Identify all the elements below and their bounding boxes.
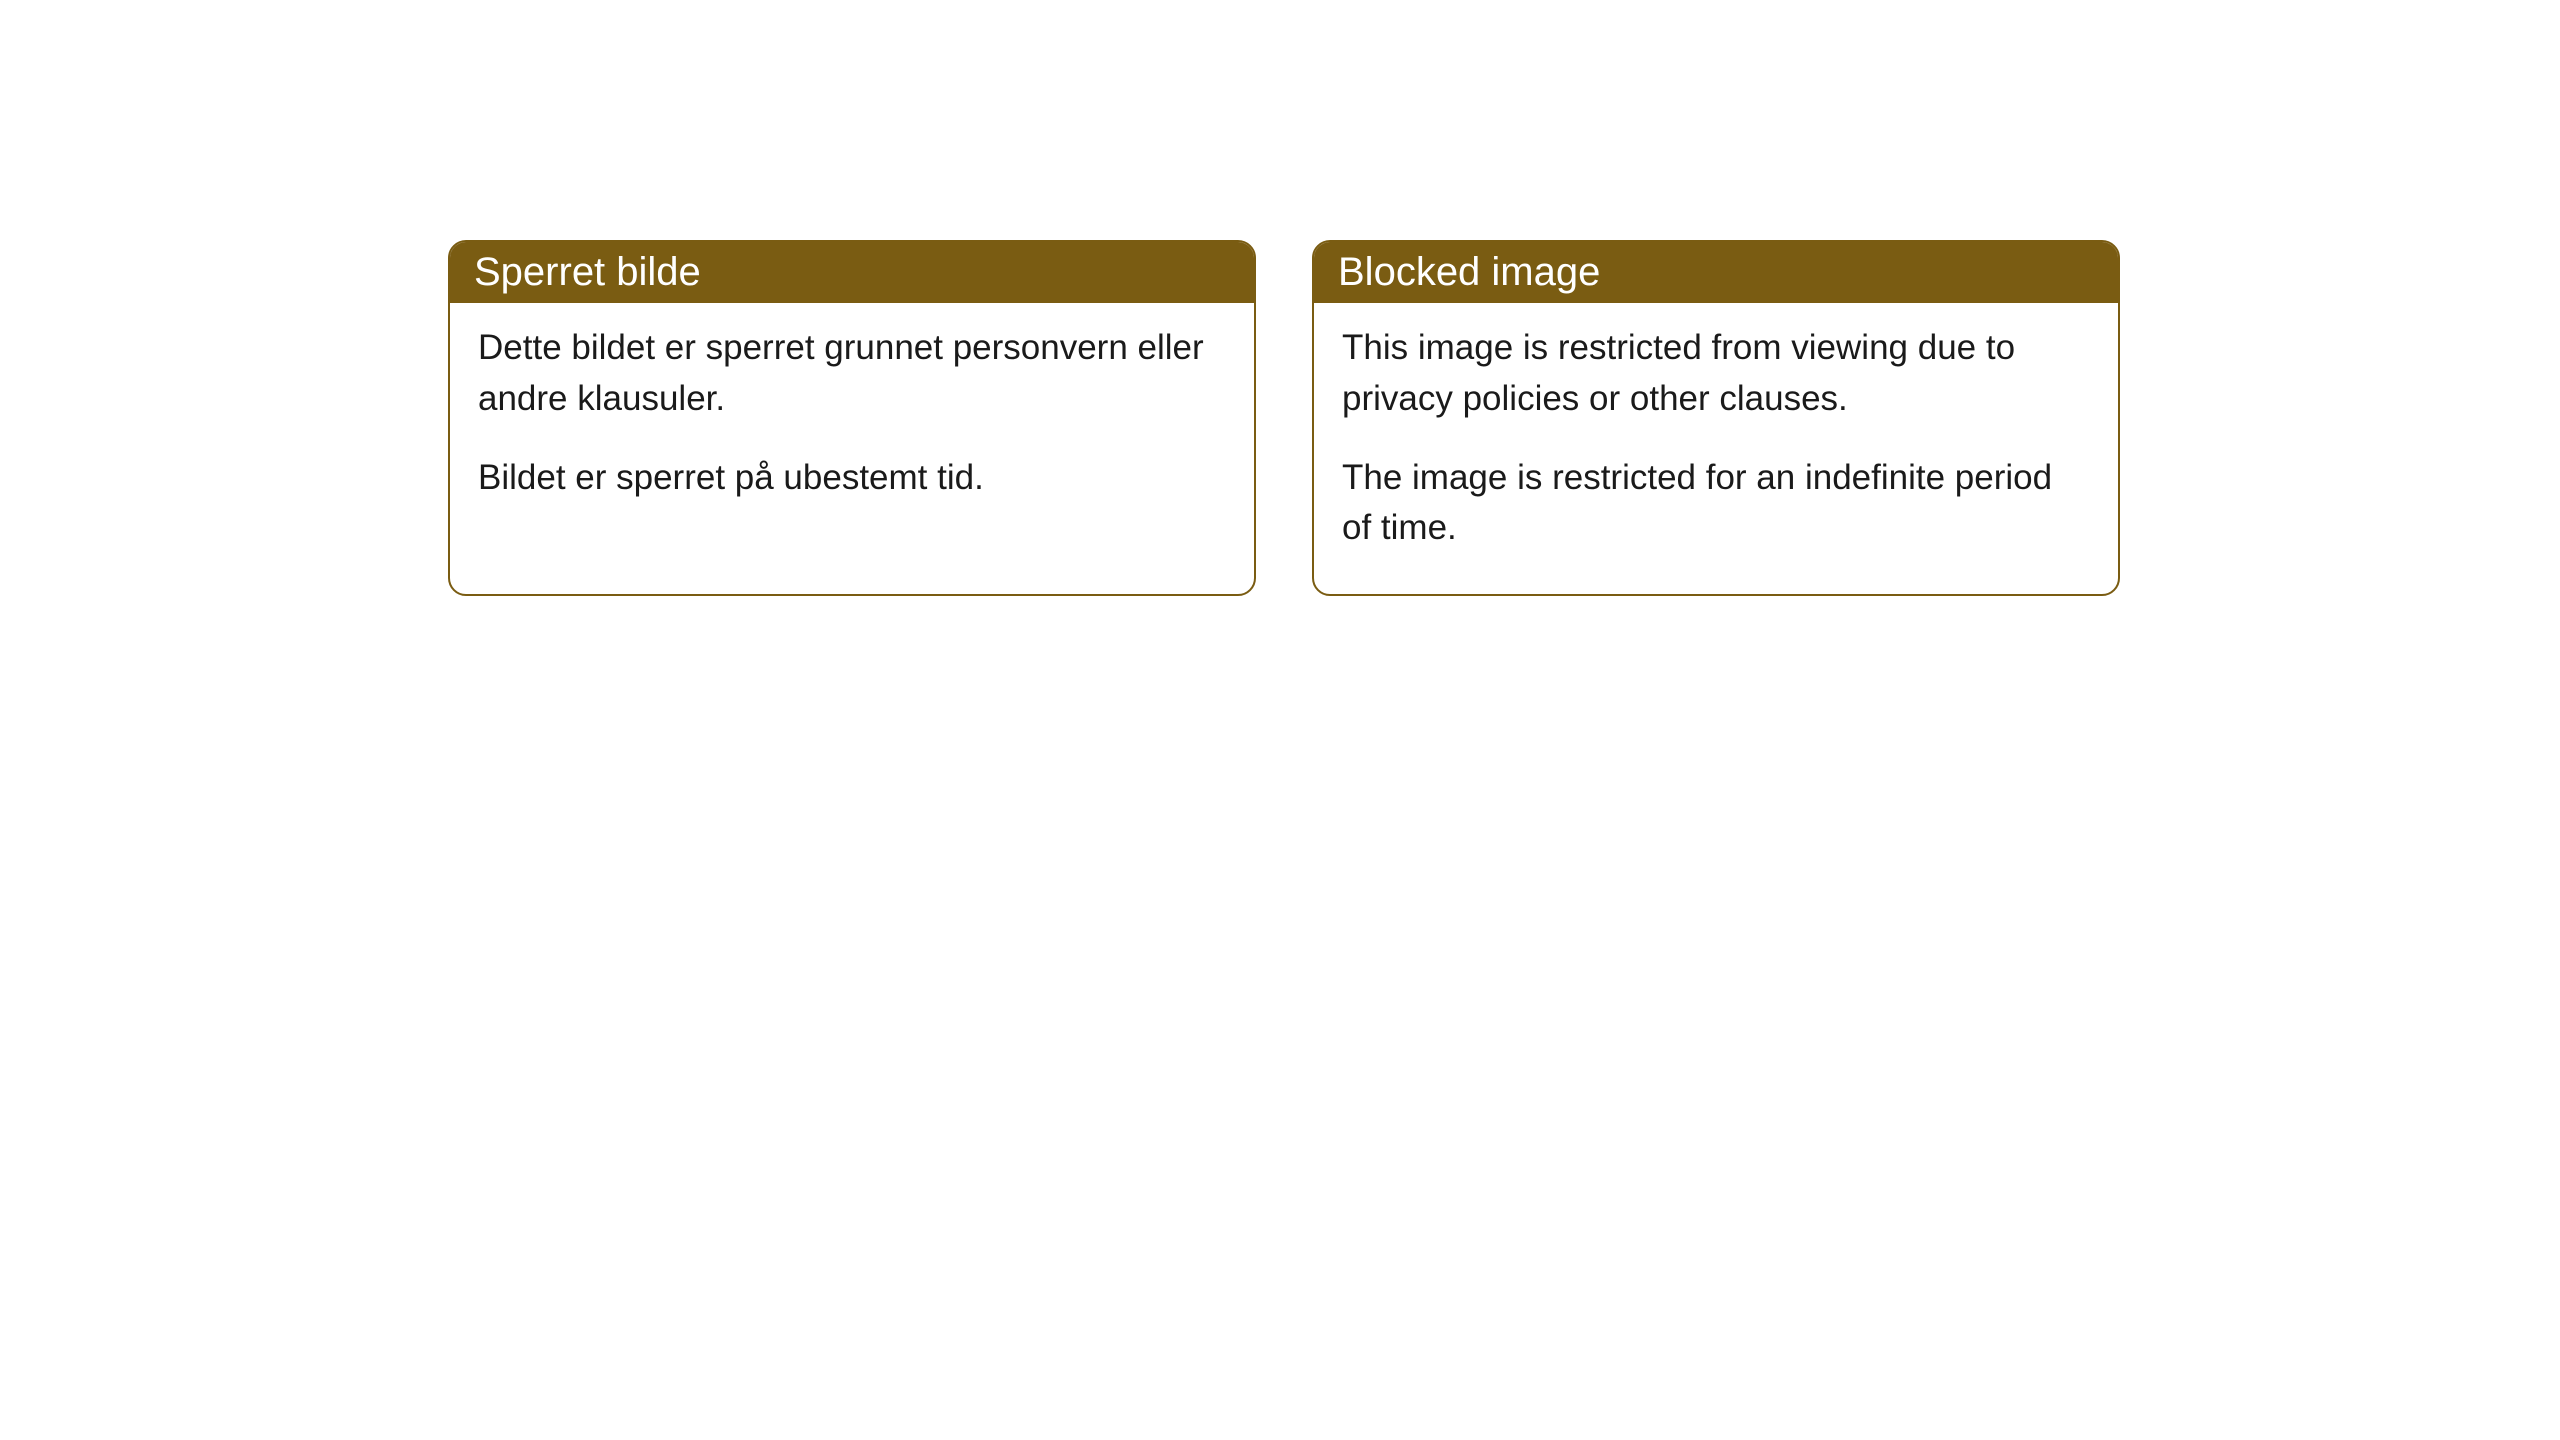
card-paragraph: This image is restricted from viewing du…	[1342, 323, 2090, 425]
card-title: Sperret bilde	[474, 250, 701, 294]
notice-card-norwegian: Sperret bilde Dette bildet er sperret gr…	[448, 240, 1256, 596]
card-paragraph: The image is restricted for an indefinit…	[1342, 453, 2090, 555]
card-header-norwegian: Sperret bilde	[450, 242, 1254, 303]
notice-cards-container: Sperret bilde Dette bildet er sperret gr…	[448, 240, 2560, 596]
card-paragraph: Dette bildet er sperret grunnet personve…	[478, 323, 1226, 425]
card-title: Blocked image	[1338, 250, 1600, 294]
card-header-english: Blocked image	[1314, 242, 2118, 303]
card-body-norwegian: Dette bildet er sperret grunnet personve…	[450, 303, 1254, 543]
card-paragraph: Bildet er sperret på ubestemt tid.	[478, 453, 1226, 504]
notice-card-english: Blocked image This image is restricted f…	[1312, 240, 2120, 596]
card-body-english: This image is restricted from viewing du…	[1314, 303, 2118, 594]
